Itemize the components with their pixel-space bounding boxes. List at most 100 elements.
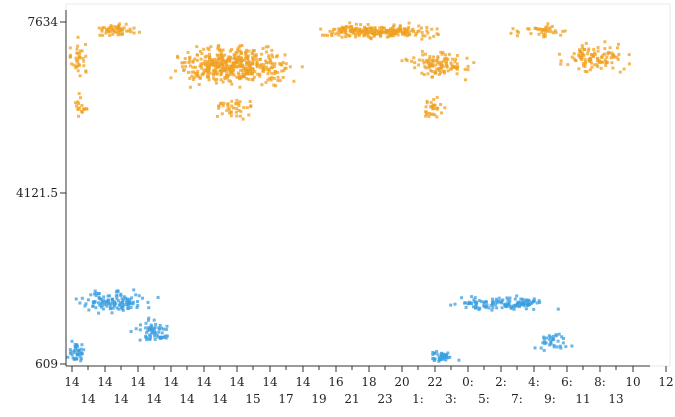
series-a-point xyxy=(76,100,80,104)
series-b-point xyxy=(117,307,121,311)
series-a-point xyxy=(271,55,275,59)
series-a-point xyxy=(400,59,404,63)
series-a-point xyxy=(356,32,360,35)
series-a-point xyxy=(217,106,221,110)
series-a-point xyxy=(432,55,436,59)
series-a-point xyxy=(209,62,213,66)
series-b-point xyxy=(84,302,88,306)
series-b-point xyxy=(464,306,468,309)
series-a-point xyxy=(183,57,187,60)
series-a-point xyxy=(603,47,607,51)
series-a-point xyxy=(444,53,447,57)
series-a-point xyxy=(546,29,550,33)
series-a-point xyxy=(259,63,263,66)
series-a-point xyxy=(226,67,230,71)
series-a-point xyxy=(265,50,269,54)
series-b-point xyxy=(545,336,548,340)
series-b-point xyxy=(432,359,436,362)
series-a-point xyxy=(596,46,600,50)
series-a-point xyxy=(422,61,426,65)
series-b-point xyxy=(119,301,122,305)
series-a-point xyxy=(617,53,621,56)
series-b-point xyxy=(560,335,564,339)
series-a-point xyxy=(421,53,425,57)
series-a-point xyxy=(245,72,249,76)
series-a-point xyxy=(210,59,214,63)
series-a-point xyxy=(76,35,80,39)
series-b-point xyxy=(158,323,162,327)
series-a-point xyxy=(244,51,247,55)
series-a-point xyxy=(235,98,239,102)
series-a-point xyxy=(248,100,252,103)
series-b-point xyxy=(131,300,135,304)
series-a-point xyxy=(618,70,622,74)
series-b-point xyxy=(130,296,134,300)
series-a-point xyxy=(230,48,234,51)
series-a-point xyxy=(439,103,443,106)
series-a-point xyxy=(379,34,383,38)
series-a-point xyxy=(435,115,439,119)
series-a-point xyxy=(242,106,246,110)
series-a-point xyxy=(395,29,399,33)
series-a-point xyxy=(104,31,108,35)
series-b-point xyxy=(552,343,556,347)
series-b-point xyxy=(100,304,104,308)
series-a-point xyxy=(108,33,112,37)
series-a-point xyxy=(217,44,221,48)
series-a-point xyxy=(425,112,429,116)
series-b-point xyxy=(144,321,148,325)
series-a-point xyxy=(451,57,454,61)
series-b-point xyxy=(108,294,111,298)
series-a-point xyxy=(245,68,249,72)
series-a-point xyxy=(300,65,304,69)
series-a-point xyxy=(125,29,129,33)
series-b-point xyxy=(436,353,440,357)
series-a-point xyxy=(578,48,581,52)
series-b-point xyxy=(500,306,504,310)
series-a-point xyxy=(215,77,219,81)
series-b-point xyxy=(145,336,149,340)
series-a-point xyxy=(354,33,357,37)
series-b-point xyxy=(473,296,477,300)
series-a-point xyxy=(431,112,435,116)
series-a-point xyxy=(228,60,232,64)
series-b-point xyxy=(516,301,520,305)
series-b-point xyxy=(463,301,466,305)
series-a-point xyxy=(545,27,549,31)
series-b-point xyxy=(157,330,161,334)
series-a-point xyxy=(198,49,202,53)
series-a-point xyxy=(611,66,615,70)
series-a-point xyxy=(78,49,82,53)
series-a-point xyxy=(215,81,218,85)
series-b-point xyxy=(116,289,120,293)
series-a-point xyxy=(222,66,226,70)
series-b-point xyxy=(101,307,105,311)
series-a-point xyxy=(108,30,112,33)
series-a-point xyxy=(283,53,287,57)
x-tick-label: 14 xyxy=(64,375,80,389)
series-a-point xyxy=(111,27,115,31)
series-a-point xyxy=(270,71,274,75)
series-a-point xyxy=(583,69,587,73)
series-b-point xyxy=(155,333,159,337)
series-b-point xyxy=(68,348,72,352)
series-a-point xyxy=(389,28,393,32)
series-b-point xyxy=(509,304,513,308)
series-b-point xyxy=(460,296,464,300)
series-a-point xyxy=(463,67,467,71)
series-a-point xyxy=(627,53,631,57)
series-a-point xyxy=(351,28,355,32)
series-b-point xyxy=(79,357,83,361)
series-b-point xyxy=(522,304,526,308)
series-a-point xyxy=(220,70,224,74)
series-a-point xyxy=(427,64,431,68)
series-a-point xyxy=(253,54,256,58)
series-a-point xyxy=(426,61,430,65)
series-b-point xyxy=(103,303,107,307)
series-a-point xyxy=(111,29,114,33)
series-a-point xyxy=(221,80,225,84)
series-a-point xyxy=(395,31,399,35)
series-a-point xyxy=(238,59,242,63)
series-a-point xyxy=(387,34,391,38)
x-tick-label: 18 xyxy=(361,375,376,389)
